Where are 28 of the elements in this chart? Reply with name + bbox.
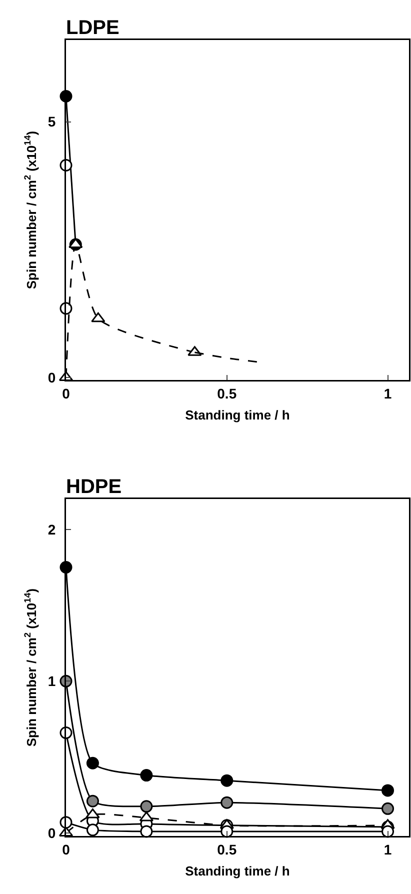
y-tick-label: 1 [48,673,56,690]
point [86,756,99,770]
chart-title: LDPE [66,17,120,39]
x-tick-label: 1 [384,385,392,402]
x-tick-label: 0 [62,841,70,858]
point [140,769,153,782]
point [91,312,106,322]
point [220,774,234,787]
y-tick-label: 2 [48,521,56,538]
y-tick-label: 5 [48,114,56,130]
point [86,794,99,808]
y-tick-label: 0 [48,369,56,386]
point [220,825,234,838]
x-tick-label: 0.5 [217,841,237,858]
chart-title: HDPE [66,476,122,498]
point [382,825,394,838]
point [86,824,99,836]
x-tick-label: 1 [384,841,392,858]
point [140,825,153,838]
x-axis-title: Standing time / h [185,864,290,879]
point [382,784,394,797]
point [140,800,153,813]
x-axis-title: Standing time / h [185,408,290,423]
point [220,796,234,809]
x-tick-label: 0.5 [217,385,237,402]
x-tick-label: 0 [62,385,70,402]
point [382,802,394,815]
y-tick-label: 0 [48,824,56,841]
